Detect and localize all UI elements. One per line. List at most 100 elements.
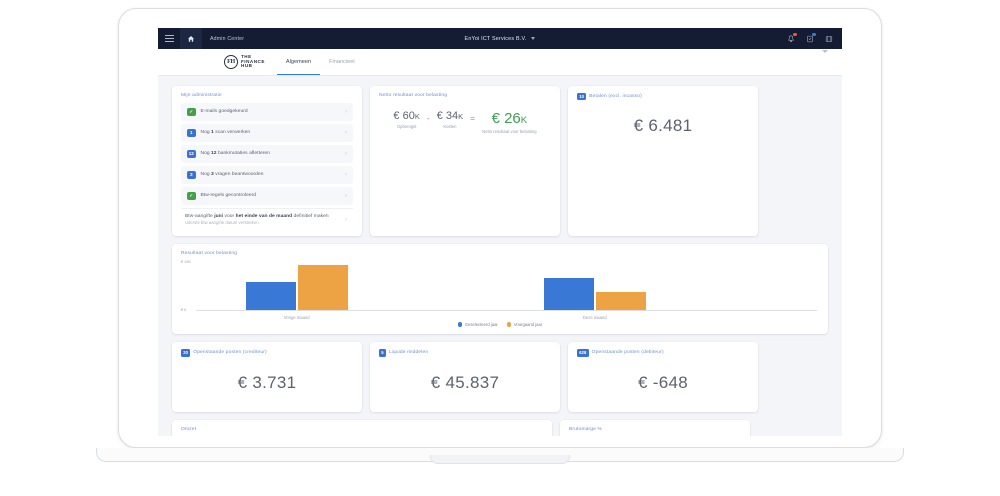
equation-value: € 26K bbox=[491, 110, 528, 127]
bar-group-deze-maand bbox=[543, 263, 646, 311]
task-row-btw-regels[interactable]: ✓ Btw-regels gecontroleerd › bbox=[181, 187, 353, 205]
collapse-panel-button[interactable] bbox=[822, 50, 842, 71]
bar-group-vorige-maand bbox=[245, 263, 348, 311]
bar-voorgaand-jaar bbox=[595, 291, 646, 311]
x-axis-label-vorige-maand: Vorige maand bbox=[283, 314, 310, 320]
equation-operator-minus: - bbox=[426, 113, 430, 123]
logo-mark-icon: FH bbox=[224, 54, 238, 69]
card-brutomarge: Brutomarge % € 60K Brutowinst ÷ € 64K Om… bbox=[560, 419, 750, 436]
count-badge: 1 bbox=[187, 128, 196, 137]
bar-voorgaand-jaar bbox=[297, 265, 348, 311]
equation-label: Kosten bbox=[443, 124, 457, 129]
apps-icon[interactable] bbox=[824, 34, 833, 43]
task-label: Nog 1 scan verwerken bbox=[200, 130, 251, 136]
equation-label: Opbrengst bbox=[396, 124, 417, 129]
chevron-right-icon: › bbox=[345, 171, 347, 178]
status-badge: 20 bbox=[181, 349, 191, 357]
check-icon: ✓ bbox=[187, 191, 196, 200]
dashboard: Mijn administratie ✓ E-mails goedgekeurd… bbox=[158, 76, 842, 436]
logo-line-3: HUB bbox=[241, 63, 253, 69]
status-badge: 628 bbox=[577, 349, 589, 357]
dashboard-row-2: Resultaat voor belasting € 10K € 0 bbox=[172, 244, 828, 335]
task-label: E-mails goedgekeurd bbox=[200, 109, 248, 115]
task-row-emails[interactable]: ✓ E-mails goedgekeurd › bbox=[181, 103, 353, 121]
card-title: 10 Betalen (excl. incasso) bbox=[577, 93, 749, 101]
bar-geselecteerd-jaar bbox=[245, 282, 296, 311]
dashboard-row-1: Mijn administratie ✓ E-mails goedgekeurd… bbox=[172, 86, 828, 237]
plot-area bbox=[196, 263, 817, 312]
task-row-bankmutaties[interactable]: 12 Nog 12 bankmutaties afletteren › bbox=[181, 145, 353, 163]
chevron-down-icon bbox=[822, 50, 828, 70]
task-label: Btw-regels gecontroleerd bbox=[200, 193, 257, 199]
home-icon bbox=[187, 35, 195, 43]
admin-center-link[interactable]: Admin Center bbox=[210, 35, 245, 42]
dashboard-row-4: Omzet € 10K € 0 bbox=[172, 419, 828, 436]
chevron-right-icon: › bbox=[345, 129, 347, 136]
laptop-notch bbox=[430, 455, 570, 464]
finance-hub-logo: FH THE FINANCE HUB bbox=[224, 53, 265, 70]
legend-item-geselecteerd-jaar[interactable]: Geselecteerd jaar bbox=[457, 322, 498, 328]
equation-label: Netto resultaat voor belasting bbox=[482, 129, 537, 134]
card-title-text: Openstaande posten (crediteur) bbox=[193, 350, 267, 356]
hamburger-icon bbox=[164, 35, 174, 42]
card-title-text: Openstaande posten (debiteur) bbox=[591, 350, 664, 356]
card-openstaande-posten-crediteur: 20 Openstaande posten (crediteur) € 3.73… bbox=[172, 342, 362, 412]
equation-term-opbrengst: € 60K Opbrengst bbox=[393, 110, 419, 129]
equation-value: € 34K bbox=[436, 110, 464, 122]
card-mijn-administratie: Mijn administratie ✓ E-mails goedgekeurd… bbox=[172, 86, 362, 237]
dashboard-row-3: 20 Openstaande posten (crediteur) € 3.73… bbox=[172, 342, 828, 412]
legend-label: Voorgaand jaar bbox=[513, 322, 543, 328]
legend-swatch-blue bbox=[457, 322, 463, 327]
tasks-badge bbox=[812, 33, 816, 37]
tasks-icon[interactable] bbox=[805, 33, 816, 43]
card-title: 5 Liquide middelen bbox=[379, 349, 551, 357]
tab-bar: Algemeen Financieel bbox=[276, 49, 364, 76]
kpi-value: € -648 bbox=[637, 372, 688, 392]
card-title: Netto resultaat voor belasting bbox=[379, 93, 448, 98]
task-row-vragen[interactable]: 3 Nog 3 vragen beantwoorden › bbox=[181, 166, 353, 184]
card-title-text: Liquide middelen bbox=[388, 350, 429, 356]
card-betalen: 10 Betalen (excl. incasso) € 6.481 bbox=[568, 86, 758, 237]
card-openstaande-posten-debiteur: 628 Openstaande posten (debiteur) € -648 bbox=[568, 342, 758, 412]
chevron-right-icon: › bbox=[345, 216, 347, 223]
logo-line-1: THE bbox=[241, 53, 252, 59]
task-row-btw-aangifte[interactable]: Btw-aangifte juni voor het einde van de … bbox=[181, 208, 353, 230]
task-notice: Btw-aangifte juni voor het einde van de … bbox=[185, 214, 340, 225]
card-title-text: Betalen (excl. incasso) bbox=[589, 94, 642, 100]
legend-item-voorgaand-jaar[interactable]: Voorgaand jaar bbox=[506, 322, 543, 328]
card-title: 628 Openstaande posten (debiteur) bbox=[577, 349, 749, 357]
chart-title: Omzet bbox=[181, 426, 197, 432]
status-badge: 10 bbox=[577, 93, 587, 101]
bar-chart-resultaat: € 10K € 0 Vorige maand bbox=[181, 260, 819, 321]
home-button[interactable] bbox=[180, 28, 202, 49]
logo-line-2: FINANCE bbox=[241, 58, 265, 64]
equation-term-kosten: € 34K Kosten bbox=[437, 110, 463, 129]
top-navigation-bar: Admin Center EnYoi ICT Services B.V. bbox=[158, 28, 842, 49]
equation: € 60K Opbrengst - € 34K Kosten = € 26K N… bbox=[379, 103, 551, 138]
check-icon: ✓ bbox=[187, 107, 196, 116]
kpi-value: € 6.481 bbox=[633, 116, 693, 136]
kpi-value: € 3.731 bbox=[237, 372, 297, 392]
task-label: Nog 3 vragen beantwoorden bbox=[200, 172, 264, 178]
status-badge: 5 bbox=[379, 349, 386, 357]
task-row-scan[interactable]: 1 Nog 1 scan verwerken › bbox=[181, 124, 353, 142]
equation-operator-equals: = bbox=[470, 113, 476, 123]
chevron-right-icon: › bbox=[345, 108, 347, 115]
card-netto-resultaat: Netto resultaat voor belasting € 60K Opb… bbox=[370, 86, 560, 237]
chevron-down-icon[interactable] bbox=[531, 37, 536, 40]
chart-title: Resultaat voor belasting bbox=[181, 251, 238, 257]
legend-label: Geselecteerd jaar bbox=[464, 322, 498, 328]
x-axis-label-deze-maand: Deze maand bbox=[582, 314, 607, 320]
chevron-right-icon: › bbox=[345, 150, 347, 157]
count-badge: 3 bbox=[187, 170, 196, 179]
card-resultaat-voor-belasting-chart: Resultaat voor belasting € 10K € 0 bbox=[172, 244, 828, 335]
chevron-right-icon: › bbox=[345, 192, 347, 199]
card-title: 20 Openstaande posten (crediteur) bbox=[181, 349, 353, 357]
bell-icon[interactable] bbox=[786, 33, 797, 43]
tab-financieel[interactable]: Financieel bbox=[329, 59, 355, 65]
menu-button[interactable] bbox=[158, 28, 180, 49]
tab-algemeen[interactable]: Algemeen bbox=[276, 49, 321, 76]
task-label: Nog 12 bankmutaties afletteren bbox=[200, 151, 270, 157]
y-axis-tick-bottom: € 0 bbox=[181, 307, 187, 312]
